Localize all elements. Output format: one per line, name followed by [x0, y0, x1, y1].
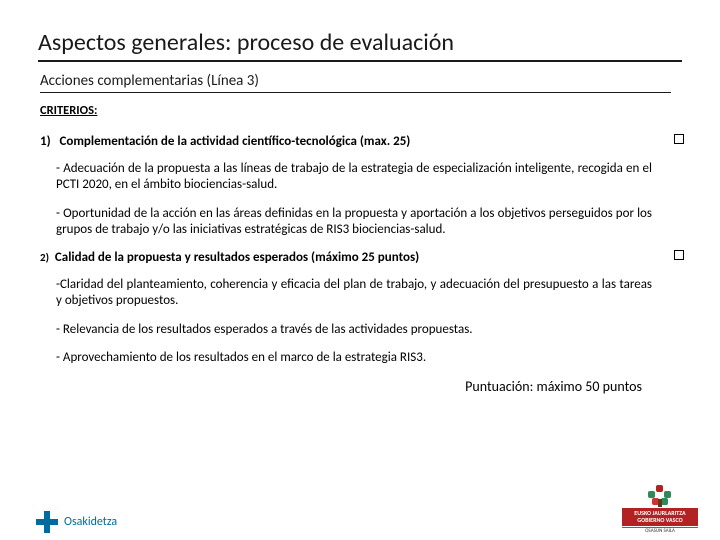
checkbox-icon [674, 250, 684, 260]
gobierno-vasco-logo: EUSKO JAURLARITZA GOBIERNO VASCO OSASUN … [622, 485, 698, 534]
subtitle: Acciones complementarias (Línea 3) [40, 72, 671, 93]
osakidetza-text: Osakidetza [64, 515, 117, 529]
criterion-2-num: 2) [40, 251, 49, 264]
criterion-2-heading: 2) Calidad de la propuesta y resultados … [40, 250, 682, 265]
criterion-1-num: 1) [40, 134, 51, 149]
score-line: Puntuación: máximo 50 puntos [38, 378, 642, 395]
tree-icon [646, 485, 674, 507]
criterion-1-bullet: - Adecuación de la propuesta a las línea… [56, 161, 652, 194]
osakidetza-logo: Osakidetza [36, 511, 117, 533]
page-title: Aspectos generales: proceso de evaluació… [38, 28, 682, 62]
criterion-2-bullet: -Claridad del planteamiento, coherencia … [56, 277, 652, 310]
criterion-1-heading: 1) Complementación de la actividad cient… [40, 134, 682, 149]
criterion-1-bullet: - Oportunidad de la acción en las áreas … [56, 206, 652, 239]
footer: Osakidetza EUSKO JAURLARITZA GOBIERNO VA… [0, 486, 720, 540]
criterion-2-bullet: - Relevancia de los resultados esperados… [56, 322, 652, 338]
criterion-2-text: Calidad de la propuesta y resultados esp… [55, 250, 419, 265]
criterios-label: CRITERIOS: [40, 103, 682, 118]
cross-icon [36, 511, 58, 533]
checkbox-icon [674, 134, 684, 144]
criterion-1-text: Complementación de la actividad científi… [59, 134, 410, 149]
gv-line2: GOBIERNO VASCO [623, 517, 697, 524]
gv-band: EUSKO JAURLARITZA GOBIERNO VASCO [622, 508, 698, 525]
criterion-2-bullet: - Aprovechamiento de los resultados en e… [56, 350, 652, 366]
gv-sub: OSASUN SAILA [622, 527, 698, 535]
